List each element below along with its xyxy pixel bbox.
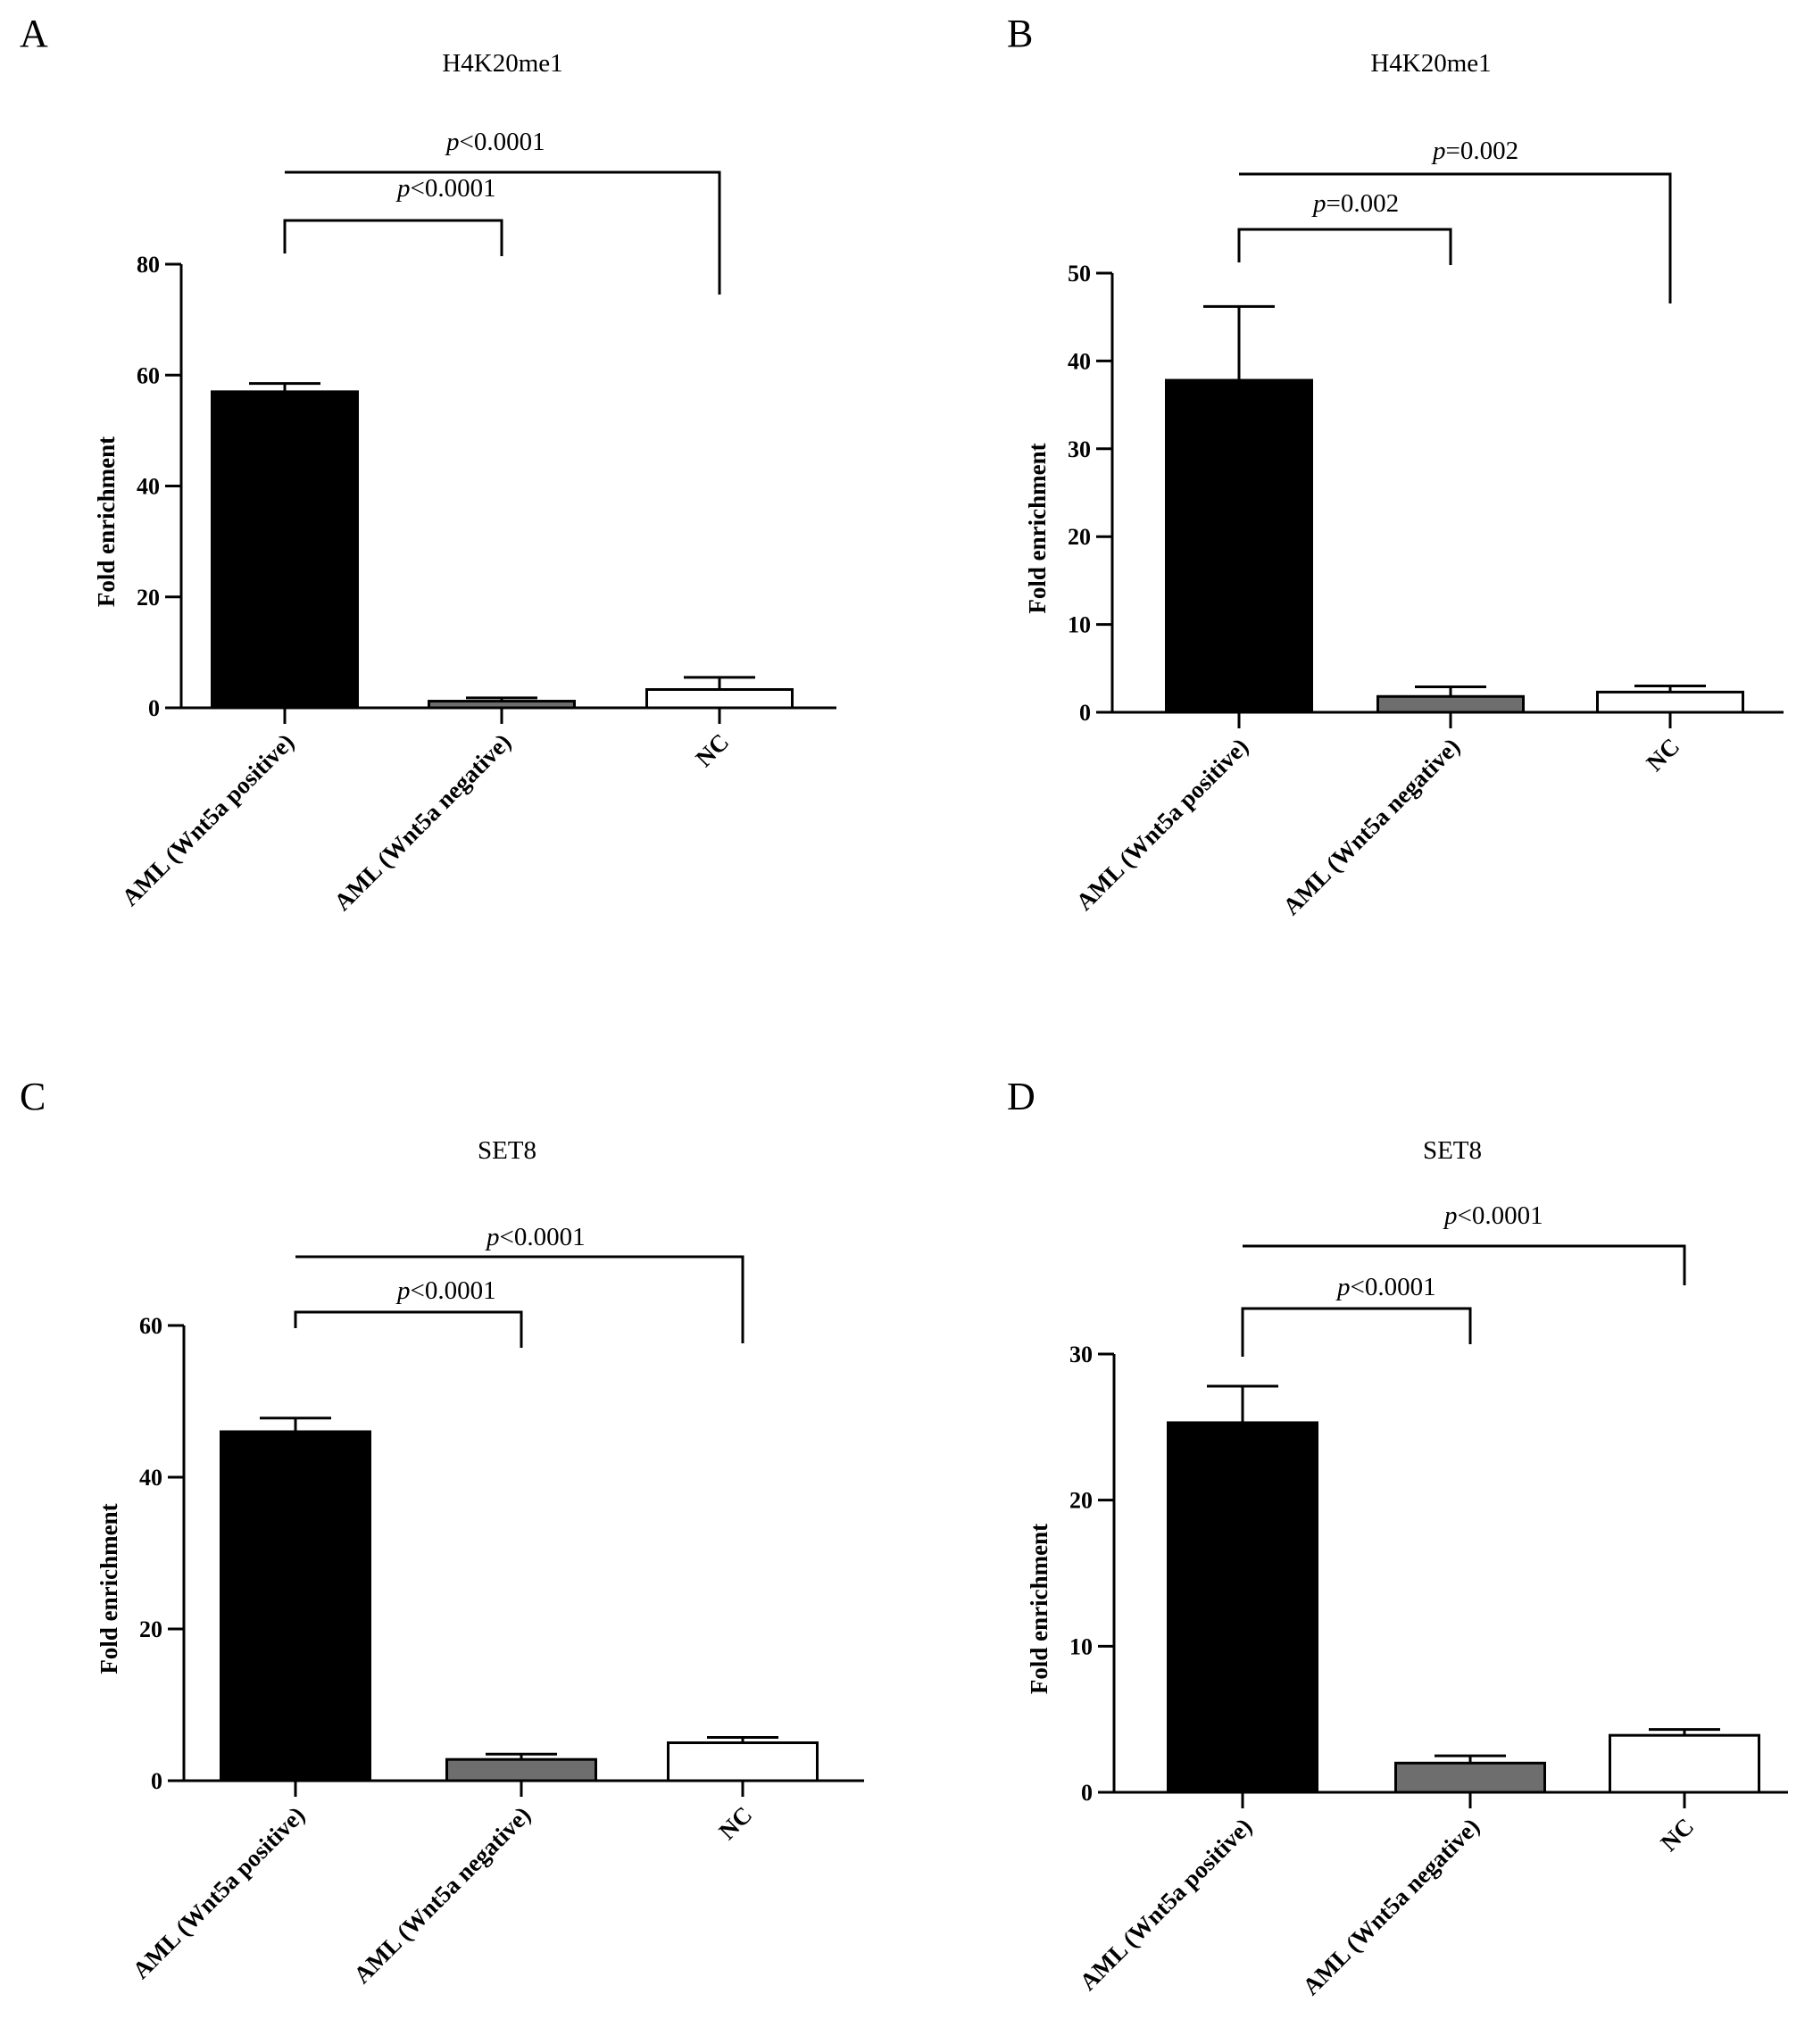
panel-letter: B [1007,12,1033,55]
y-tick-label: 60 [137,362,160,388]
p-value-label: p<0.0001 [395,174,496,203]
y-tick-label: 20 [137,585,160,611]
p-value: <0.0001 [500,1223,586,1251]
bar-3 [1609,1733,1760,1794]
p-value: <0.0001 [411,1276,496,1305]
p-value-label: p<0.0001 [485,1223,586,1251]
x-tick-label: NC [1641,733,1684,777]
p-value: =0.002 [1326,189,1400,218]
x-tick-label: AML (Wnt5a negative) [1297,1813,1484,2000]
p-value-label: p<0.0001 [1443,1201,1543,1230]
y-tick-label: 20 [139,1616,162,1642]
y-tick-label: 40 [1068,348,1091,374]
p-value-label: p=0.002 [1311,189,1399,218]
x-tick-label: AML (Wnt5a positive) [1071,733,1254,916]
y-axis-label: Fold enrichment [1026,1524,1052,1694]
bar-1 [211,390,359,710]
panel-letter: A [20,12,48,55]
y-tick-label: 0 [151,1768,162,1794]
p-symbol: p [395,174,411,203]
y-tick-label: 80 [137,252,160,278]
y-tick-label: 40 [137,474,160,500]
panel-letter: C [20,1075,46,1118]
p-value: <0.0001 [1458,1201,1543,1230]
y-tick-label: 40 [139,1465,162,1491]
significance-bracket [1239,172,1672,303]
x-tick-label: AML (Wnt5a positive) [1075,1813,1258,1996]
chart-title: SET8 [1423,1136,1482,1165]
chart-panel-b: B H4K20me1 0 10 20 30 40 50 Fold enrichment AML (… [1007,12,1784,920]
x-tick-label: AML (Wnt5a positive) [117,728,300,911]
p-symbol: p [1311,189,1326,218]
significance-bracket [285,170,721,295]
bar-3 [645,687,794,710]
bar-1 [1165,378,1313,714]
y-tick-label: 30 [1068,436,1091,462]
y-tick-label: 0 [148,695,160,721]
p-value: <0.0001 [1351,1273,1436,1301]
significance-bracket [1243,1244,1686,1285]
y-tick-label: 50 [1068,261,1091,287]
y-tick-label: 60 [139,1313,162,1339]
y-tick-label: 10 [1068,612,1091,638]
bar-3 [1596,690,1744,714]
p-value-label: p<0.0001 [445,128,545,156]
p-symbol: p [1443,1201,1458,1230]
significance-bracket [295,1255,744,1343]
significance-bracket [1241,1307,1472,1357]
p-symbol: p [485,1223,500,1251]
x-tick-label: NC [713,1801,757,1845]
significance-bracket [1237,228,1452,265]
y-tick-label: 20 [1069,1488,1093,1514]
p-symbol: p [445,128,460,156]
bar-1 [220,1430,371,1782]
bar-2 [428,700,576,710]
chart-title: SET8 [478,1136,536,1165]
p-value-label: p<0.0001 [1335,1273,1436,1301]
bar-2 [1394,1761,1546,1794]
y-tick-label: 10 [1069,1633,1093,1659]
x-tick-label: NC [1655,1813,1699,1857]
chart-panel-c: C SET8 0 20 40 60 Fold enrichment AML (Wnt5a po… [20,1075,864,1989]
p-value-label: p=0.002 [1431,137,1518,165]
panel-letter: D [1007,1075,1035,1118]
bar-2 [1376,694,1525,714]
y-tick-label: 0 [1081,1780,1093,1806]
bar-1 [1167,1421,1318,1794]
p-value: =0.002 [1446,137,1519,165]
chart-title: H4K20me1 [1370,49,1491,78]
chart-title: H4K20me1 [442,49,562,78]
y-axis-label: Fold enrichment [96,1503,122,1674]
x-tick-label: AML (Wnt5a positive) [128,1801,311,1984]
p-value-label: p<0.0001 [395,1276,496,1305]
significance-bracket [283,219,503,256]
chart-panel-d: D SET8 0 10 20 30 Fold enrichment AML (Wnt5a po… [1007,1075,1788,2000]
y-axis-label: Fold enrichment [1024,443,1051,613]
p-symbol: p [1431,137,1446,165]
p-symbol: p [1335,1273,1351,1301]
y-tick-label: 20 [1068,524,1091,550]
y-tick-label: 0 [1079,700,1091,726]
p-symbol: p [395,1276,411,1305]
p-value: <0.0001 [460,128,545,156]
y-axis-label: Fold enrichment [93,436,120,607]
chart-panel-a: A H4K20me1 0 20 40 60 80 Fold enrichment AML (Wn… [20,12,836,916]
y-tick-label: 30 [1069,1342,1093,1367]
x-tick-label: AML (Wnt5a negative) [1277,733,1465,920]
x-tick-label: NC [690,728,734,772]
bar-3 [667,1741,819,1782]
p-value: <0.0001 [411,174,496,203]
bar-2 [445,1757,597,1782]
significance-bracket [294,1310,523,1348]
x-tick-label: AML (Wnt5a negative) [329,728,516,916]
x-tick-label: AML (Wnt5a negative) [348,1801,536,1989]
